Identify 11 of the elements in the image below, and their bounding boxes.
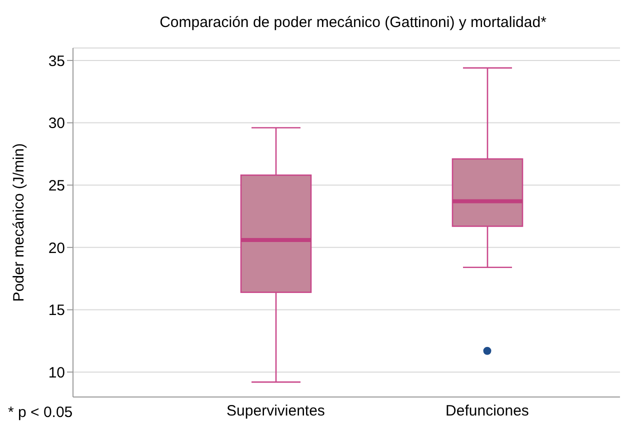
- y-tick-label: 10: [48, 364, 65, 382]
- chart-title: Comparación de poder mecánico (Gattinoni) y mortalidad*: [158, 14, 548, 31]
- text: * p < 0.05: [8, 404, 73, 421]
- y-tick-label: 35: [48, 52, 65, 70]
- y-axis-title: Poder mecánico (J/min): [10, 143, 28, 302]
- y-tick-label: 30: [48, 115, 65, 132]
- x-tick-label: Defunciones: [446, 402, 529, 420]
- y-tick-label: 25: [48, 177, 65, 194]
- y-tick-label: 15: [48, 302, 65, 320]
- y-tick-label: 20: [48, 240, 65, 257]
- x-tick-label: Supervivientes: [226, 402, 325, 420]
